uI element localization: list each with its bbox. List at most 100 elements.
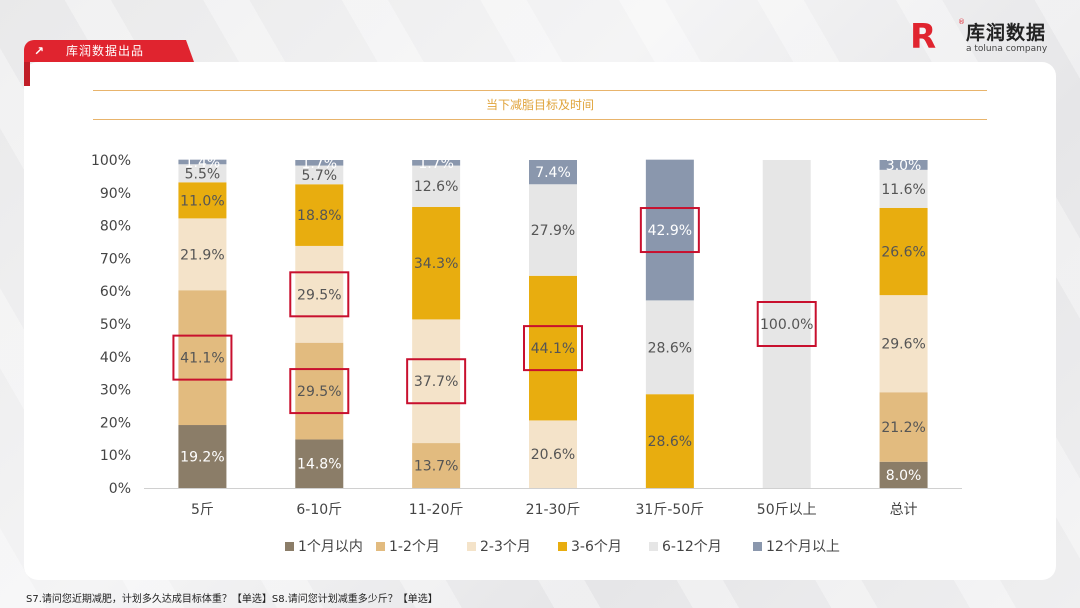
bar-segment xyxy=(295,160,344,166)
y-tick-label: 60% xyxy=(100,284,131,300)
data-label: 34.3% xyxy=(414,256,458,272)
y-tick-label: 40% xyxy=(100,350,131,366)
x-tick-label: 31斤-50斤 xyxy=(636,502,705,518)
logo-name: 库润数据 xyxy=(966,22,1047,44)
y-tick-label: 20% xyxy=(100,415,131,431)
y-tick-label: 80% xyxy=(100,219,131,235)
bar-segment xyxy=(178,182,227,219)
legend-swatch xyxy=(649,542,658,551)
bar-segment xyxy=(178,425,227,488)
x-tick-label: 5斤 xyxy=(191,502,214,518)
legend-label: 2-3个月 xyxy=(480,539,531,555)
legend-label: 3-6个月 xyxy=(571,539,622,555)
data-label: 1.7% xyxy=(418,156,454,172)
bar-segment xyxy=(178,290,227,426)
company-logo: R ® 库润数据 a toluna company xyxy=(910,18,1060,58)
bar-segment xyxy=(295,184,344,246)
bar-segment xyxy=(645,394,694,488)
y-tick-label: 90% xyxy=(100,186,131,202)
data-label: 29.6% xyxy=(881,337,925,353)
bar-segment xyxy=(178,218,227,291)
data-label: 1.4% xyxy=(185,155,221,171)
x-tick-label: 总计 xyxy=(890,502,918,518)
bar-segment xyxy=(295,245,344,343)
legend-swatch xyxy=(285,542,294,551)
bar-segment xyxy=(178,159,227,165)
legend-swatch xyxy=(467,542,476,551)
brand-tag-fold xyxy=(24,62,30,86)
highlight-box xyxy=(289,271,350,318)
bar-segment xyxy=(295,342,344,440)
highlight-box xyxy=(289,368,350,415)
bar-segment xyxy=(879,169,928,208)
bar-segment xyxy=(412,319,461,444)
bar-segment xyxy=(412,206,461,320)
registered-icon: ® xyxy=(958,18,965,26)
x-tick-label: 21-30斤 xyxy=(526,502,581,518)
data-label: 12.6% xyxy=(414,179,458,195)
bar-segment xyxy=(412,160,461,166)
data-label: 100.0% xyxy=(760,317,813,333)
highlight-box xyxy=(406,358,467,405)
x-tick-label: 11-20斤 xyxy=(409,502,464,518)
highlight-box xyxy=(172,334,233,381)
legend-label: 12个月以上 xyxy=(766,539,840,555)
data-label: 18.8% xyxy=(297,208,341,224)
data-label: 21.9% xyxy=(180,247,224,263)
data-label: 5.7% xyxy=(301,168,337,184)
bar-segment xyxy=(412,165,461,207)
x-tick-label: 50斤以上 xyxy=(757,502,817,518)
bar-segment xyxy=(879,461,928,488)
bar-segment xyxy=(295,439,344,488)
bar-segment xyxy=(295,165,344,185)
highlight-box xyxy=(639,207,700,254)
data-label: 44.1% xyxy=(531,341,575,357)
y-tick-label: 10% xyxy=(100,448,131,464)
bar-segment xyxy=(645,159,694,301)
data-label: 19.2% xyxy=(180,450,224,466)
footnote: S7.请问您近期减肥，计划多久达成目标体重？【单选】S8.请问您计划减重多少斤？… xyxy=(26,594,438,605)
bar-segment xyxy=(879,295,928,393)
data-label: 14.8% xyxy=(297,457,341,473)
data-label: 37.7% xyxy=(414,374,458,390)
legend-label: 1个月以内 xyxy=(298,539,363,555)
data-label: 41.1% xyxy=(180,351,224,367)
y-tick-label: 100% xyxy=(91,153,131,169)
highlight-box xyxy=(523,325,583,372)
y-tick-label: 30% xyxy=(100,383,131,399)
data-label: 5.5% xyxy=(185,166,221,182)
data-label: 42.9% xyxy=(648,223,692,239)
bar-segment xyxy=(529,275,577,421)
brand-tag-label: 库润数据出品 xyxy=(66,44,145,58)
legend-label: 6-12个月 xyxy=(662,539,722,555)
data-label: 28.6% xyxy=(648,340,692,356)
data-label: 21.2% xyxy=(881,420,925,436)
legend-swatch xyxy=(753,542,762,551)
y-tick-label: 50% xyxy=(100,317,131,333)
bar-segment xyxy=(412,443,461,488)
bar-segment xyxy=(762,160,811,488)
data-label: 29.5% xyxy=(297,287,341,303)
y-tick-label: 0% xyxy=(109,481,131,497)
legend-swatch xyxy=(376,542,385,551)
data-label: 29.5% xyxy=(297,384,341,400)
y-tick-label: 70% xyxy=(100,251,131,267)
data-label: 26.6% xyxy=(881,245,925,261)
data-label: 11.6% xyxy=(881,182,925,198)
bar-segment xyxy=(529,160,577,185)
data-label: 3.0% xyxy=(886,158,922,174)
bar-segment xyxy=(879,392,928,462)
data-label: 27.9% xyxy=(531,223,575,239)
brand-tag: ↗ 库润数据出品 xyxy=(24,40,194,62)
data-label: 13.7% xyxy=(414,459,458,475)
data-label: 7.4% xyxy=(535,165,571,181)
data-label: 8.0% xyxy=(886,468,922,484)
bar-segment xyxy=(529,420,577,488)
bar-segment xyxy=(645,300,694,395)
legend-label: 1-2个月 xyxy=(389,539,440,555)
bar-segment xyxy=(879,160,928,170)
chart-title: 当下减脂目标及时间 xyxy=(93,90,987,120)
data-label: 20.6% xyxy=(531,447,575,463)
bar-segment xyxy=(178,164,227,183)
